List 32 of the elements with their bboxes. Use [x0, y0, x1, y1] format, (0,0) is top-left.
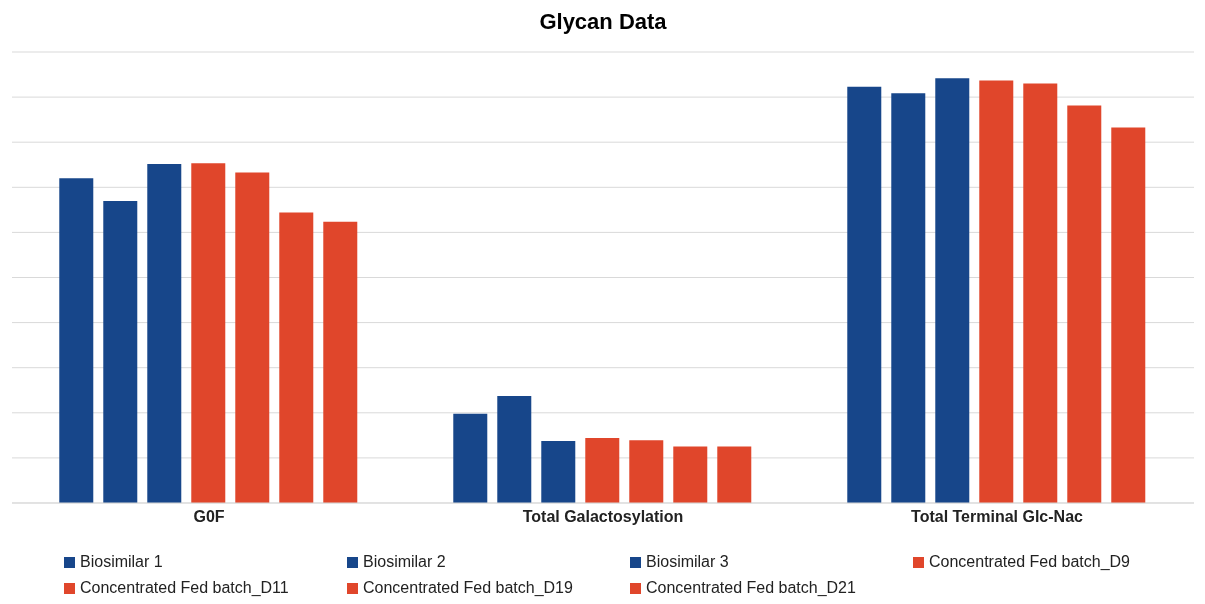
bar	[935, 78, 970, 503]
bar	[497, 395, 532, 503]
legend-label: Concentrated Fed batch_D11	[80, 579, 289, 597]
bar	[59, 178, 94, 503]
bar	[717, 446, 752, 503]
bar	[1023, 83, 1058, 503]
legend-label: Biosimilar 3	[646, 553, 729, 571]
bar	[891, 93, 926, 503]
legend-label: Concentrated Fed batch_D19	[363, 579, 573, 597]
bar	[235, 172, 270, 503]
bar	[979, 80, 1014, 503]
bar	[323, 221, 358, 503]
bar	[103, 201, 138, 503]
bar	[147, 164, 182, 503]
bar	[279, 212, 314, 503]
legend-label: Concentrated Fed batch_D21	[646, 579, 856, 597]
bar	[847, 86, 882, 503]
x-tick-label: G0F	[193, 508, 225, 526]
x-tick-label: Total Galactosylation	[522, 508, 684, 526]
bar	[673, 446, 708, 503]
bar	[541, 441, 576, 503]
legend-label: Biosimilar 1	[80, 553, 163, 571]
x-tick-label: Total Terminal Glc-Nac	[911, 508, 1084, 526]
bar	[453, 413, 488, 503]
bar	[1111, 127, 1146, 503]
legend-label: Concentrated Fed batch_D9	[929, 553, 1131, 571]
bar	[585, 438, 620, 503]
chart-title: Glycan Data	[538, 8, 668, 36]
bar	[191, 163, 226, 503]
bar	[1067, 105, 1102, 503]
bar	[629, 440, 664, 503]
legend-label: Biosimilar 2	[363, 553, 446, 571]
